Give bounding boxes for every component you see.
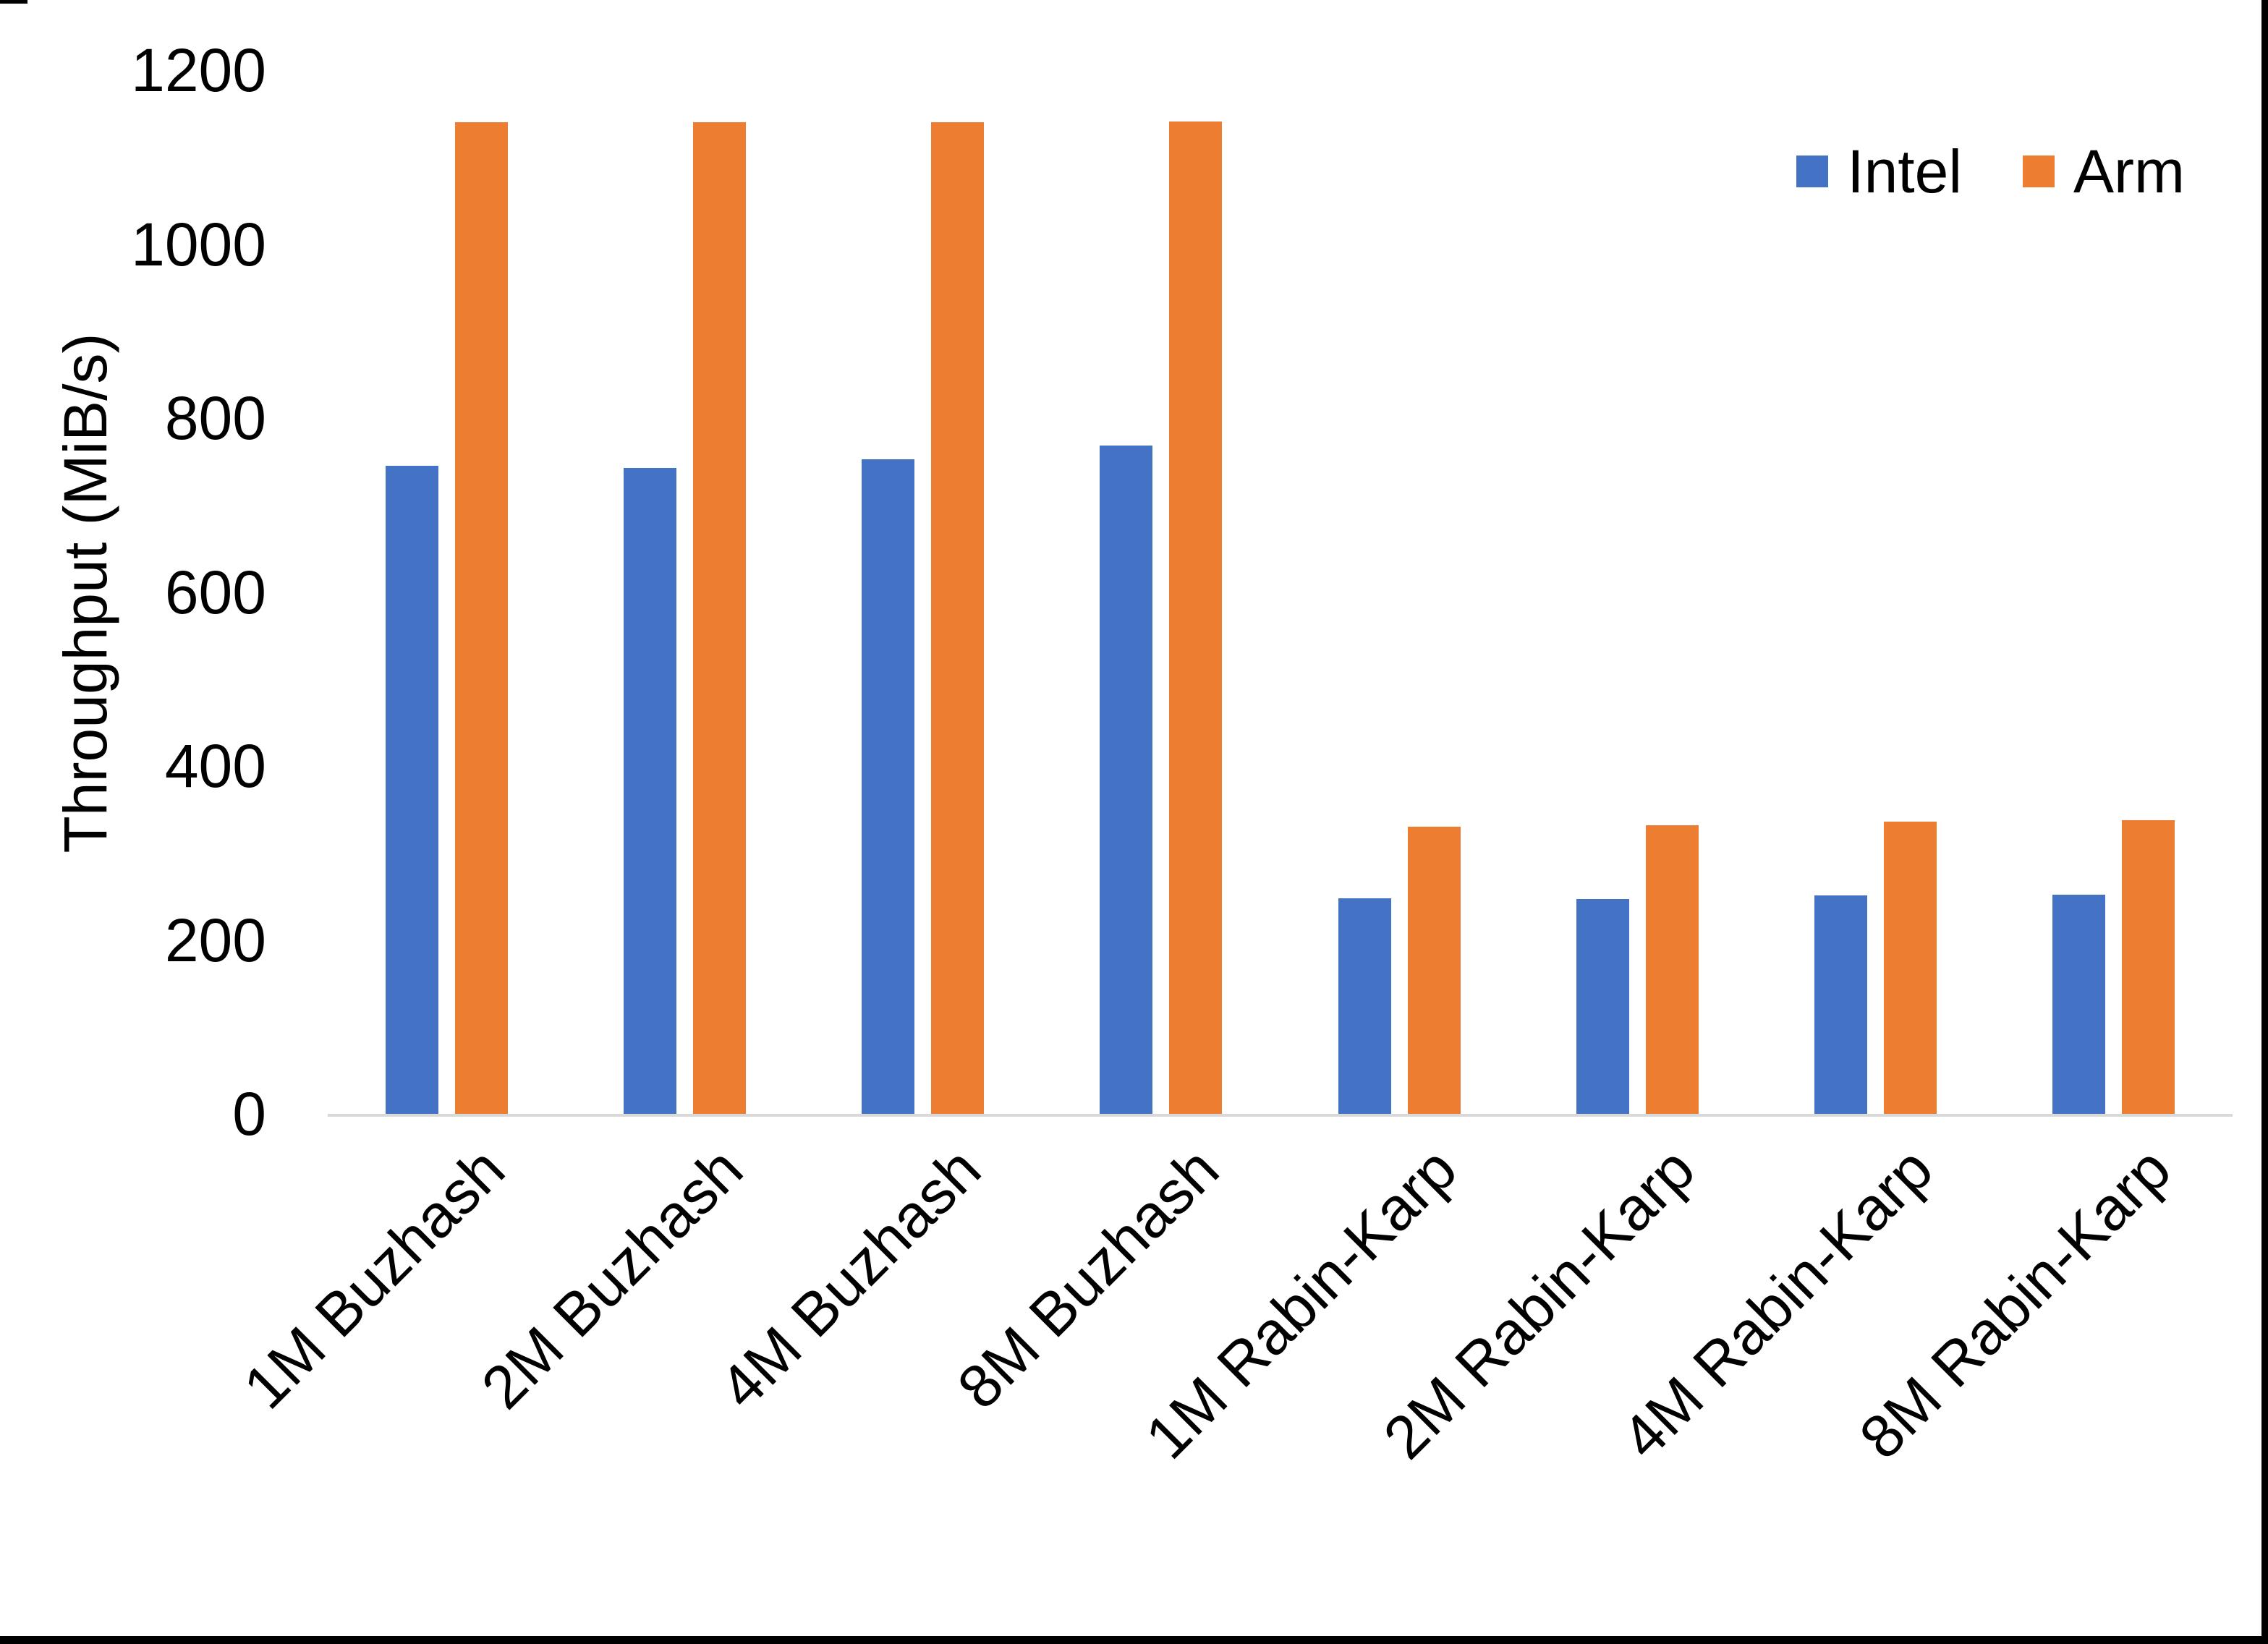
bar-arm-1m-buzhash bbox=[455, 122, 509, 1114]
bar-intel-8m-rabin-karp bbox=[2052, 894, 2105, 1114]
bar-arm-1m-rabin-karp bbox=[1407, 827, 1461, 1114]
legend-swatch-arm-icon bbox=[2023, 156, 2055, 187]
screenshot-edge-artifact bbox=[0, 0, 27, 4]
y-tick-label: 200 bbox=[164, 906, 266, 974]
bar-arm-4m-rabin-karp bbox=[1883, 821, 1937, 1114]
bar-intel-2m-buzhash bbox=[624, 467, 677, 1114]
bar-intel-4m-rabin-karp bbox=[1814, 895, 1867, 1114]
bar-arm-2m-buzhash bbox=[693, 122, 747, 1114]
y-tick-label: 600 bbox=[164, 558, 266, 626]
y-tick-label: 400 bbox=[164, 732, 266, 800]
category-slot-4m-buzhash bbox=[804, 70, 1042, 1114]
bar-intel-1m-buzhash bbox=[386, 466, 439, 1114]
bar-arm-8m-buzhash bbox=[1169, 121, 1223, 1114]
y-tick-label: 1000 bbox=[131, 210, 266, 278]
legend-label-intel: Intel bbox=[1847, 137, 1963, 205]
category-slot-1m-rabin-karp bbox=[1280, 70, 1519, 1114]
category-slot-4m-rabin-karp bbox=[1757, 70, 1995, 1114]
bar-arm-4m-buzhash bbox=[931, 122, 985, 1114]
bar-intel-2m-rabin-karp bbox=[1576, 898, 1629, 1114]
x-axis-line bbox=[328, 1114, 2233, 1117]
legend-swatch-intel-icon bbox=[1796, 156, 1829, 187]
y-tick-label: 0 bbox=[232, 1080, 266, 1148]
category-slot-8m-rabin-karp bbox=[1995, 70, 2233, 1114]
legend: Intel Arm bbox=[1796, 139, 2185, 204]
category-slot-2m-buzhash bbox=[566, 70, 804, 1114]
plot-area bbox=[328, 70, 2233, 1114]
bar-intel-1m-rabin-karp bbox=[1338, 898, 1391, 1114]
bar-arm-8m-rabin-karp bbox=[2121, 819, 2175, 1114]
y-tick-label: 1200 bbox=[131, 36, 266, 104]
y-axis-title: Throughput (MiB/s) bbox=[51, 333, 119, 853]
category-slot-1m-buzhash bbox=[328, 70, 566, 1114]
bar-intel-8m-buzhash bbox=[1100, 446, 1153, 1114]
legend-item-arm: Arm bbox=[2023, 139, 2185, 204]
legend-item-intel: Intel bbox=[1796, 139, 1962, 204]
category-slot-8m-buzhash bbox=[1042, 70, 1280, 1114]
bar-arm-2m-rabin-karp bbox=[1645, 825, 1699, 1114]
legend-label-arm: Arm bbox=[2073, 137, 2185, 205]
bar-intel-4m-buzhash bbox=[862, 459, 915, 1114]
category-slot-2m-rabin-karp bbox=[1519, 70, 1757, 1114]
y-tick-label: 800 bbox=[164, 384, 266, 452]
